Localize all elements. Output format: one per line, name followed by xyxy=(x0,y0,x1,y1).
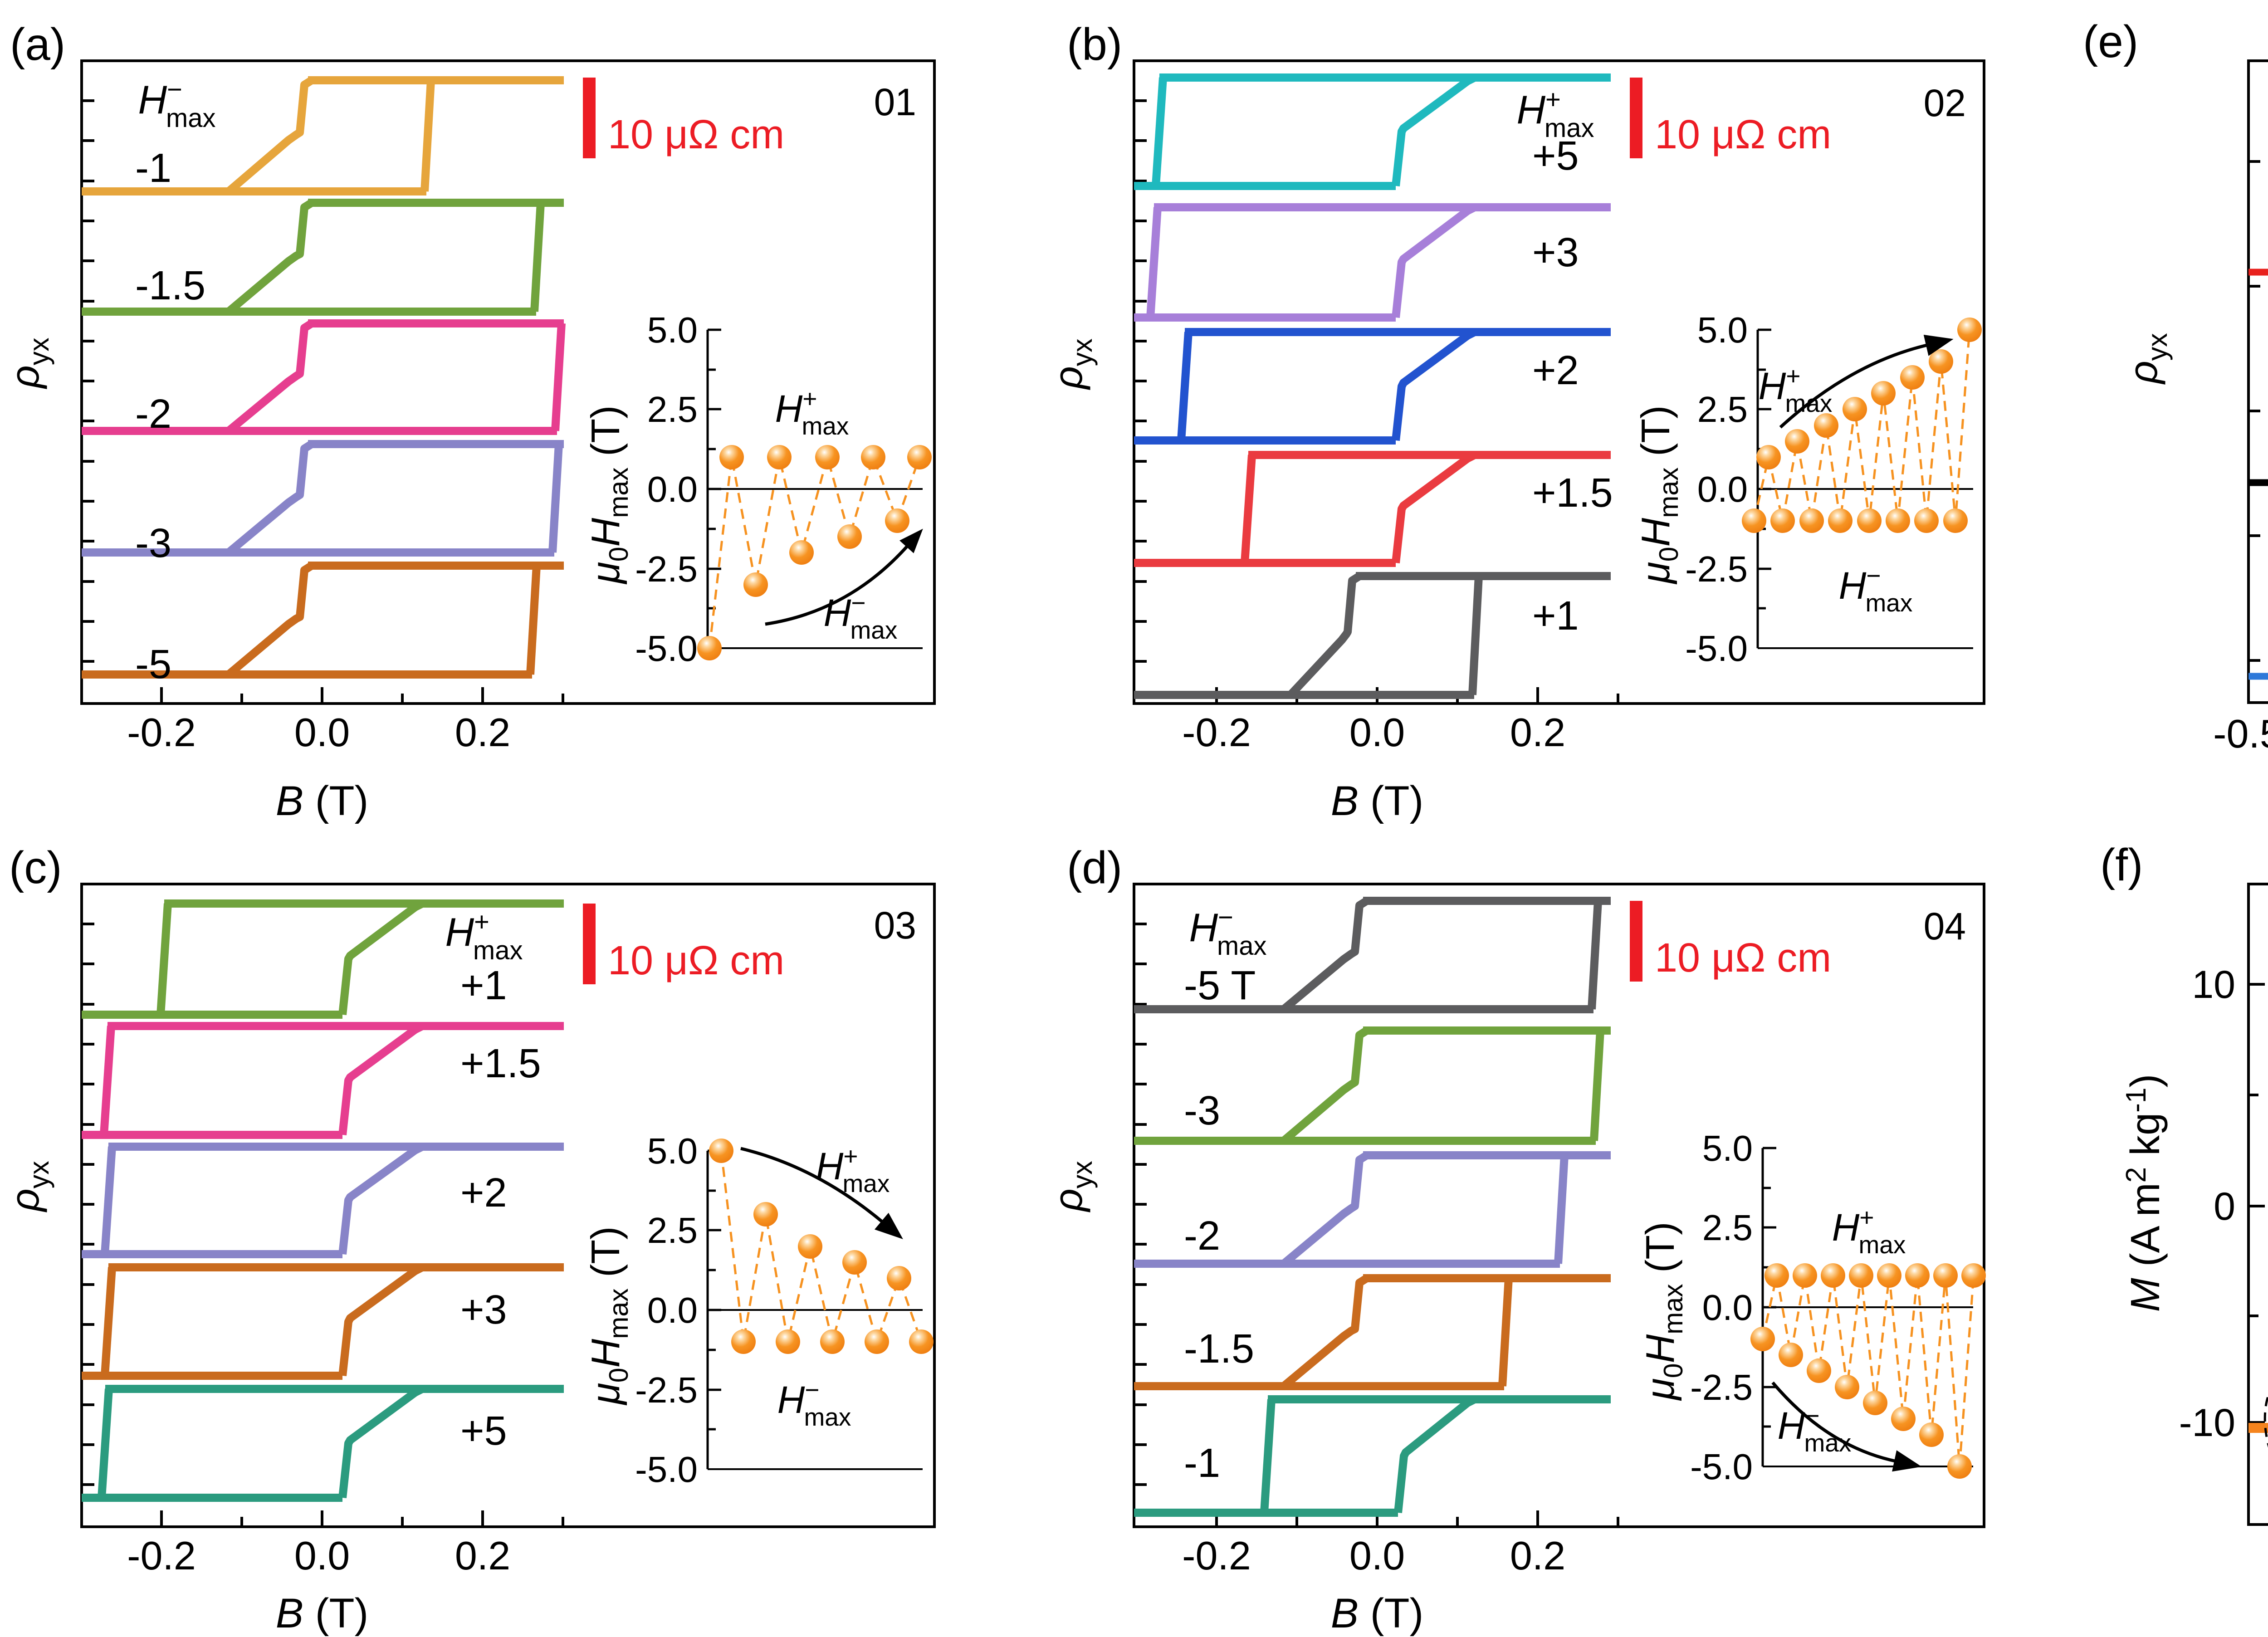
svg-text:5.0: 5.0 xyxy=(1697,310,1748,350)
svg-text:H−max: H− max xyxy=(1189,903,1266,961)
svg-text:μ0Hmax (T): μ0Hmax (T) xyxy=(583,406,634,585)
svg-text:ρyx: ρyx xyxy=(2,1161,54,1212)
svg-text:5.0: 5.0 xyxy=(647,310,698,350)
svg-text:2.5: 2.5 xyxy=(647,1210,698,1251)
svg-text:B (T): B (T) xyxy=(1331,778,1423,824)
svg-text:μ0Hmax (T): μ0Hmax (T) xyxy=(583,1227,634,1406)
svg-text:0.0: 0.0 xyxy=(294,1533,350,1578)
svg-text:-2.5: -2.5 xyxy=(1685,549,1748,589)
svg-text:5.0: 5.0 xyxy=(1702,1128,1753,1168)
svg-text:0.0: 0.0 xyxy=(1349,710,1405,755)
svg-text:10 μΩ cm: 10 μΩ cm xyxy=(1655,935,1831,981)
svg-text:M (A m2 kg-1): M (A m2 kg-1) xyxy=(2121,1074,2168,1312)
svg-text:H−max: H− max xyxy=(777,1376,851,1431)
svg-text:-1.5: -1.5 xyxy=(135,263,205,308)
svg-text:+5: +5 xyxy=(1532,133,1579,179)
svg-text:2.5: 2.5 xyxy=(647,389,698,430)
svg-text:(e): (e) xyxy=(2083,16,2138,67)
svg-text:-1: -1 xyxy=(1184,1441,1220,1486)
svg-text:H−max: H− max xyxy=(824,589,898,644)
svg-text:-1: -1 xyxy=(135,146,171,191)
svg-text:-2.5: -2.5 xyxy=(1690,1367,1753,1407)
svg-text:-5: -5 xyxy=(135,642,171,687)
svg-text:01: 01 xyxy=(874,81,916,123)
svg-text:(d): (d) xyxy=(1067,842,1122,893)
svg-text:H+max: H+ max xyxy=(445,907,523,965)
svg-text:0.2: 0.2 xyxy=(455,1533,510,1578)
svg-text:-0.2: -0.2 xyxy=(1182,710,1251,755)
svg-text:-0.2: -0.2 xyxy=(1182,1533,1251,1578)
svg-text:0: 0 xyxy=(2214,1185,2235,1228)
svg-text:-5.0: -5.0 xyxy=(635,1449,698,1490)
svg-text:B (T): B (T) xyxy=(276,778,368,824)
svg-text:(f): (f) xyxy=(2100,840,2143,890)
svg-text:H−max: H− max xyxy=(1839,562,1913,617)
svg-text:0.2: 0.2 xyxy=(455,710,510,755)
svg-text:+2: +2 xyxy=(460,1170,507,1216)
svg-text:+3: +3 xyxy=(460,1287,507,1333)
svg-text:+1: +1 xyxy=(1532,593,1579,639)
svg-text:+1: +1 xyxy=(460,963,507,1008)
svg-text:-5.0: -5.0 xyxy=(1690,1446,1753,1487)
svg-text:μ0Hmax (T): μ0Hmax (T) xyxy=(1633,406,1684,585)
svg-text:-2: -2 xyxy=(135,391,171,437)
svg-text:-0.5: -0.5 xyxy=(2213,711,2268,756)
svg-text:(c): (c) xyxy=(9,842,62,893)
svg-text:2.5: 2.5 xyxy=(1697,389,1748,430)
svg-text:0.0: 0.0 xyxy=(1702,1287,1753,1328)
svg-text:ρyx: ρyx xyxy=(1046,338,1098,390)
svg-text:-3: -3 xyxy=(135,521,171,566)
svg-text:+2: +2 xyxy=(1532,348,1579,393)
svg-text:-5 T: -5 T xyxy=(1184,963,1256,1008)
svg-text:-0.2: -0.2 xyxy=(127,710,196,755)
svg-text:ρyx: ρyx xyxy=(1046,1161,1098,1212)
svg-text:+1.5: +1.5 xyxy=(1532,470,1613,516)
svg-text:03: 03 xyxy=(874,904,916,947)
svg-text:-1.5: -1.5 xyxy=(1184,1326,1254,1372)
svg-text:-3: -3 xyxy=(1184,1088,1220,1134)
svg-text:0.0: 0.0 xyxy=(647,1290,698,1330)
svg-text:H+max: H+ max xyxy=(1832,1203,1906,1259)
svg-text:H+max: H+ max xyxy=(1516,85,1594,143)
svg-text:-2.5: -2.5 xyxy=(635,1370,698,1410)
svg-text:μ0Hmax (T): μ0Hmax (T) xyxy=(1637,1222,1688,1401)
svg-text:ρyx: ρyx xyxy=(2121,333,2173,385)
svg-text:-0.2: -0.2 xyxy=(127,1533,196,1578)
svg-text:5.0: 5.0 xyxy=(647,1131,698,1171)
svg-text:10 μΩ cm: 10 μΩ cm xyxy=(608,112,784,157)
svg-text:+1.5: +1.5 xyxy=(460,1041,541,1086)
svg-text:-5.0: -5.0 xyxy=(1685,628,1748,669)
svg-text:04: 04 xyxy=(1924,905,1966,948)
svg-text:H+max: H+ max xyxy=(775,385,849,440)
svg-text:B (T): B (T) xyxy=(276,1590,368,1637)
svg-text:(a): (a) xyxy=(10,19,65,70)
svg-text:0.0: 0.0 xyxy=(1349,1533,1405,1578)
svg-text:10: 10 xyxy=(2192,963,2235,1007)
svg-text:+5: +5 xyxy=(460,1408,507,1454)
svg-text:B (T): B (T) xyxy=(1331,1590,1423,1637)
svg-text:10 μΩ cm: 10 μΩ cm xyxy=(1655,112,1831,157)
svg-text:H−max: H− max xyxy=(138,75,215,133)
svg-text:-10: -10 xyxy=(2179,1401,2235,1445)
svg-text:0.2: 0.2 xyxy=(1510,1533,1565,1578)
svg-text:2.5: 2.5 xyxy=(1702,1207,1753,1248)
svg-text:0.0: 0.0 xyxy=(1697,469,1748,509)
svg-text:0.2: 0.2 xyxy=(1510,710,1565,755)
svg-text:-2: -2 xyxy=(1184,1213,1220,1259)
svg-text:ρyx: ρyx xyxy=(2,337,54,389)
svg-text:+3: +3 xyxy=(1532,230,1579,275)
svg-text:(b): (b) xyxy=(1067,19,1122,70)
svg-text:-5.0: -5.0 xyxy=(635,628,698,669)
svg-text:0.0: 0.0 xyxy=(294,710,350,755)
svg-text:10 μΩ cm: 10 μΩ cm xyxy=(608,938,784,983)
svg-text:02: 02 xyxy=(1924,82,1966,124)
svg-text:0.0: 0.0 xyxy=(647,469,698,509)
svg-text:-2.5: -2.5 xyxy=(635,549,698,589)
